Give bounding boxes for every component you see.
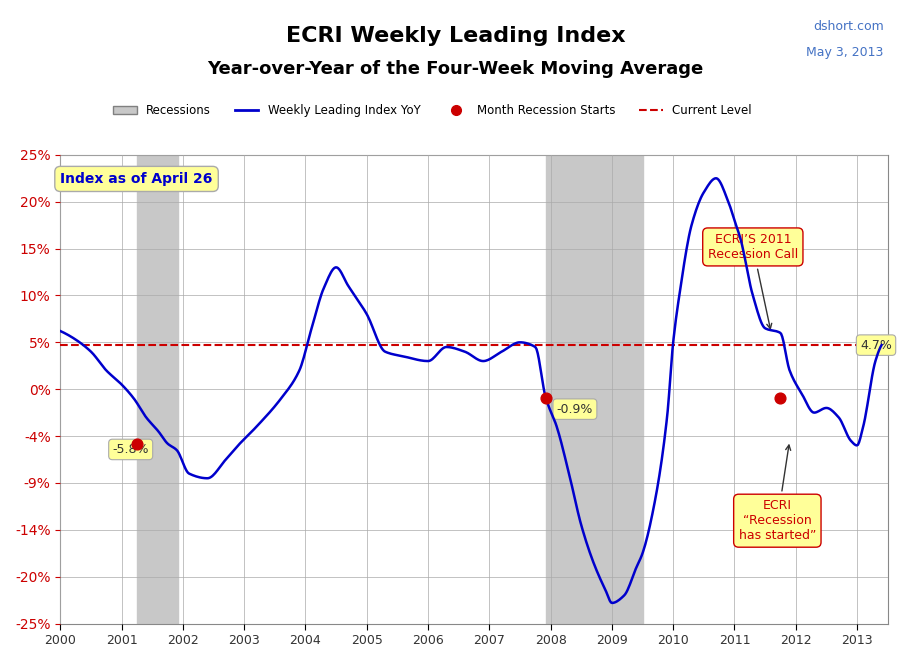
Point [129, 438, 144, 449]
Text: Index as of April 26: Index as of April 26 [60, 172, 213, 186]
Text: ECRI
“Recession
has started”: ECRI “Recession has started” [739, 445, 816, 542]
Text: ECRI’S 2011
Recession Call: ECRI’S 2011 Recession Call [708, 233, 798, 329]
Bar [546, 155, 642, 624]
Text: 4.7%: 4.7% [860, 339, 892, 352]
Legend: Recessions, Weekly Leading Index YoY, Month Recession Starts, Current Level: Recessions, Weekly Leading Index YoY, Mo… [108, 100, 757, 122]
Text: Year-over-Year of the Four-Week Moving Average: Year-over-Year of the Four-Week Moving A… [208, 60, 703, 77]
Text: -5.8%: -5.8% [112, 443, 148, 456]
Text: dshort.com: dshort.com [813, 20, 884, 33]
Point [538, 393, 553, 403]
Text: ECRI Weekly Leading Index: ECRI Weekly Leading Index [286, 26, 625, 46]
Text: May 3, 2013: May 3, 2013 [806, 46, 884, 60]
Text: -0.9%: -0.9% [557, 402, 593, 416]
Point [773, 393, 788, 403]
Bar [137, 155, 178, 624]
